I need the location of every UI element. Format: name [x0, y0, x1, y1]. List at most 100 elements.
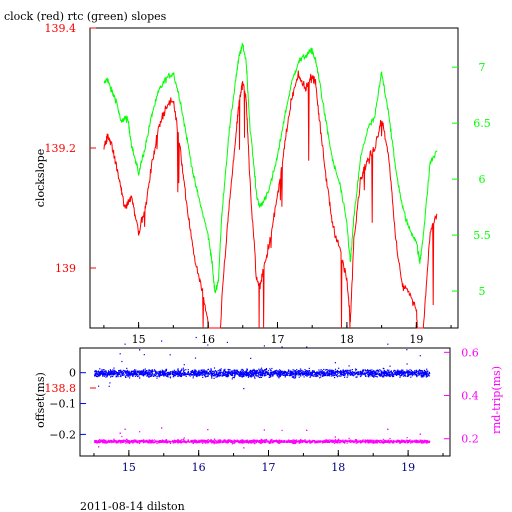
offset-series-point: [307, 374, 309, 376]
offset-series-point: [183, 373, 185, 375]
offset-series-point: [144, 372, 146, 374]
offset-series-point: [344, 372, 346, 374]
offset-series-point: [151, 374, 153, 376]
offset-series-point: [277, 376, 279, 378]
offset-series-point: [375, 373, 377, 375]
offset-series-point: [346, 376, 348, 378]
offset-series-point: [242, 372, 245, 374]
offset-series-point: [202, 373, 204, 375]
offset-series-point: [364, 373, 366, 375]
offset-series-point: [389, 372, 391, 374]
offset-series-point: [361, 374, 363, 376]
offset-series-point: [123, 374, 125, 376]
offset-series-point: [419, 370, 421, 372]
rndtrip-series-point: [300, 441, 302, 443]
rndtrip-series-point: [176, 440, 178, 442]
offset-series-point: [174, 374, 176, 376]
top-x-tick-label: 17: [270, 333, 284, 346]
offset-series-point: [324, 374, 326, 376]
rndtrip-series-point: [240, 440, 242, 442]
offset-series-point: [248, 374, 250, 376]
offset-series-point: [298, 370, 300, 372]
offset-series-point: [362, 369, 364, 371]
rndtrip-series-point: [149, 439, 151, 441]
rndtrip-series-point: [404, 441, 406, 444]
rndtrip-series-point: [111, 440, 113, 442]
rndtrip-series-point: [411, 441, 413, 444]
offset-series-point: [179, 370, 181, 372]
offset-series-point: [130, 374, 132, 376]
rndtrip-series-point: [282, 440, 284, 442]
offset-series-point: [343, 373, 345, 375]
offset-series-point: [363, 373, 366, 375]
offset-series-point: [253, 370, 255, 372]
offset-series-point: [163, 373, 165, 375]
offset-series-point: [295, 370, 297, 372]
offset-series-point: [265, 374, 267, 376]
offset-series-point: [355, 370, 357, 372]
offset-series-point: [126, 370, 128, 372]
offset-series-point: [167, 374, 169, 377]
offset-series-point: [119, 353, 121, 355]
rndtrip-series-point: [117, 442, 119, 444]
offset-series-point: [415, 374, 417, 376]
offset-series-point: [248, 371, 250, 373]
rndtrip-series-point: [420, 439, 422, 441]
offset-series-point: [128, 375, 130, 377]
rndtrip-series-point: [314, 442, 316, 444]
offset-series-point: [210, 374, 212, 376]
offset-series-point: [420, 376, 422, 378]
offset-series-point: [361, 371, 363, 373]
offset-series-point: [406, 371, 408, 373]
offset-series-point: [404, 375, 407, 377]
rndtrip-series-point: [295, 440, 298, 442]
offset-series-point: [238, 372, 240, 374]
offset-series-point: [292, 376, 294, 378]
offset-series-point: [326, 369, 328, 371]
offset-series-point: [140, 370, 143, 372]
offset-series-point: [425, 376, 427, 378]
offset-series-point: [211, 371, 214, 373]
offset-series-point: [330, 374, 333, 376]
offset-series-point: [253, 369, 255, 371]
rndtrip-series-point: [217, 439, 219, 441]
offset-series-point: [359, 375, 361, 377]
offset-series-point: [125, 372, 127, 374]
rndtrip-series-point: [195, 440, 197, 442]
offset-series-point: [377, 371, 379, 373]
rndtrip-series-point: [115, 440, 117, 442]
offset-series-point: [276, 374, 278, 376]
offset-series-point: [204, 372, 207, 374]
offset-series-point: [244, 373, 247, 375]
offset-series-point: [357, 373, 359, 375]
offset-series-point: [94, 374, 96, 376]
offset-series-point: [406, 349, 408, 351]
offset-series-point: [353, 371, 356, 373]
offset-series-point: [211, 374, 213, 376]
offset-series-point: [157, 373, 159, 375]
offset-series-point: [227, 374, 230, 376]
rndtrip-series-point: [183, 437, 185, 439]
offset-series-point: [120, 370, 122, 372]
offset-series-point: [423, 375, 425, 377]
offset-series-point: [219, 373, 221, 375]
rndtrip-series-point: [241, 439, 243, 441]
offset-series-point: [153, 373, 155, 375]
rndtrip-series-point: [163, 441, 165, 443]
offset-series-point: [414, 372, 416, 374]
offset-series-point: [407, 372, 409, 374]
rndtrip-series-point: [350, 439, 352, 441]
offset-series-point: [145, 370, 148, 372]
rndtrip-series-point: [220, 439, 222, 441]
offset-series-point: [171, 373, 173, 375]
offset-series-point: [320, 372, 322, 374]
offset-series-point: [276, 375, 278, 377]
offset-series-point: [120, 370, 122, 372]
rndtrip-series-point: [410, 442, 412, 444]
rndtrip-series-point: [374, 442, 376, 444]
offset-series-point: [333, 374, 336, 377]
offset-series-point: [346, 371, 348, 373]
offset-series-point: [290, 371, 292, 373]
offset-series-point: [285, 374, 287, 376]
